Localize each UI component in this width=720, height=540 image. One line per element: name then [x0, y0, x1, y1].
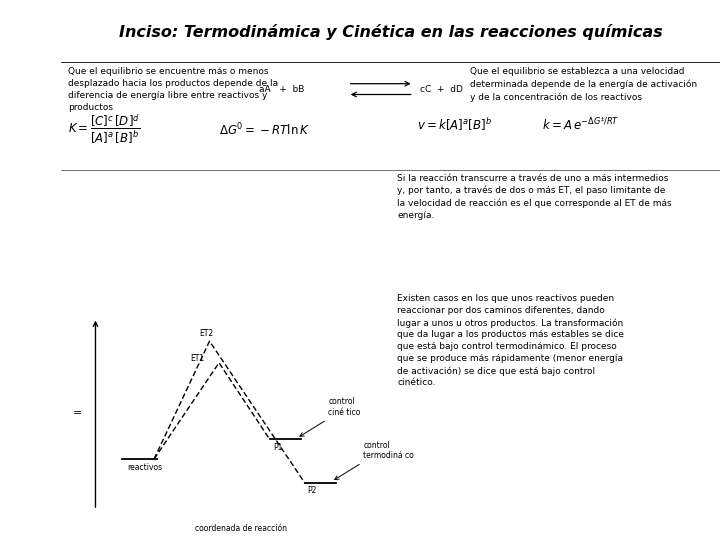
Text: Si la reacción transcurre a través de uno a más intermedios
y, por tanto, a trav: Si la reacción transcurre a través de un… — [397, 174, 672, 220]
Text: control
ciné tico: control ciné tico — [328, 397, 361, 417]
Text: cC  +  dD: cC + dD — [420, 85, 463, 93]
Text: $\Delta G^0 = -RT\ln K$: $\Delta G^0 = -RT\ln K$ — [220, 122, 310, 138]
Text: ET1: ET1 — [190, 354, 204, 363]
Text: P2: P2 — [307, 487, 317, 495]
Text: control
termodiná co: control termodiná co — [363, 441, 414, 460]
Text: Existen casos en los que unos reactivos pueden
reaccionar por dos caminos difere: Existen casos en los que unos reactivos … — [397, 294, 624, 387]
Text: $k = A\,e^{-\Delta G^{\ddagger}/RT}$: $k = A\,e^{-\Delta G^{\ddagger}/RT}$ — [542, 116, 620, 132]
Text: =: = — [73, 408, 82, 418]
Text: reactivos: reactivos — [127, 463, 162, 472]
Text: ET2: ET2 — [199, 329, 213, 338]
Text: aA   +  bB: aA + bB — [259, 85, 305, 93]
Text: $v = k[A]^a[B]^b$: $v = k[A]^a[B]^b$ — [417, 116, 492, 133]
Text: Que el equilibrio se encuentre más o menos
desplazado hacia los productos depend: Que el equilibrio se encuentre más o men… — [68, 68, 278, 112]
Text: P1: P1 — [273, 443, 282, 452]
Text: $K = \dfrac{[C]^c\,[D]^d}{[A]^a\,[B]^b}$: $K = \dfrac{[C]^c\,[D]^d}{[A]^a\,[B]^b}$ — [68, 113, 140, 146]
Text: coordenada de reacción: coordenada de reacción — [195, 524, 287, 533]
Text: Inciso: Termodinámica y Cinética en las reacciones químicas: Inciso: Termodinámica y Cinética en las … — [119, 24, 662, 40]
Text: Que el equilibrio se establezca a una velocidad
determinada depende de la energí: Que el equilibrio se establezca a una ve… — [469, 68, 697, 102]
